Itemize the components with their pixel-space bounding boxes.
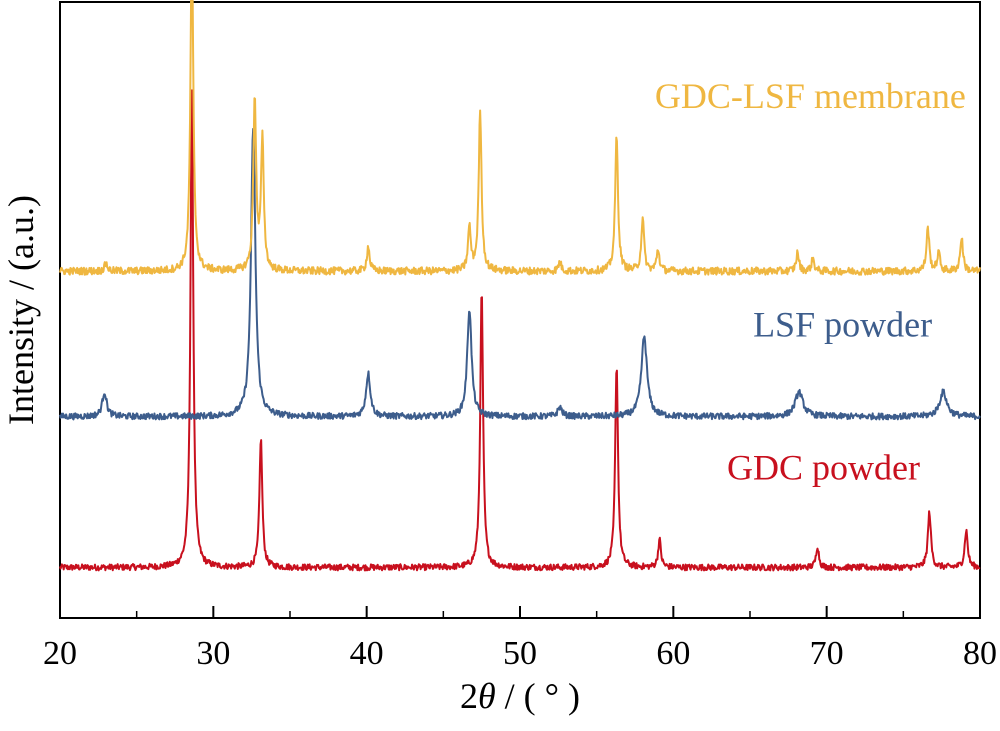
x-axis-ticks: 20 30 40 50 60 70 80	[43, 606, 997, 672]
x-tick-label: 40	[350, 635, 384, 672]
series-line-gdc-powder	[59, 89, 981, 572]
x-axis-title-prefix: 2	[460, 676, 478, 716]
series-labels: GDC powder LSF powder GDC-LSF membrane	[655, 76, 966, 487]
x-tick-label: 80	[963, 635, 997, 672]
series-layer	[59, 0, 981, 572]
x-tick-label: 20	[43, 635, 77, 672]
x-axis-title-suffix: / ( ° )	[496, 676, 580, 716]
series-label-gdc-powder: GDC powder	[727, 447, 920, 487]
x-tick-label: 30	[196, 635, 230, 672]
x-axis-title: 2θ / ( ° )	[460, 676, 580, 716]
x-tick-label: 60	[656, 635, 690, 672]
y-axis-title: Intensity / (a.u.)	[1, 195, 41, 425]
series-line-gdc-lsf-membrane	[59, 0, 981, 276]
x-tick-label: 50	[503, 635, 537, 672]
series-line-lsf-powder	[59, 127, 981, 421]
series-label-lsf-powder: LSF powder	[753, 304, 932, 344]
x-tick-label: 70	[810, 635, 844, 672]
x-axis-title-symbol: θ	[478, 676, 496, 716]
series-label-gdc-lsf-membrane: GDC-LSF membrane	[655, 76, 966, 116]
